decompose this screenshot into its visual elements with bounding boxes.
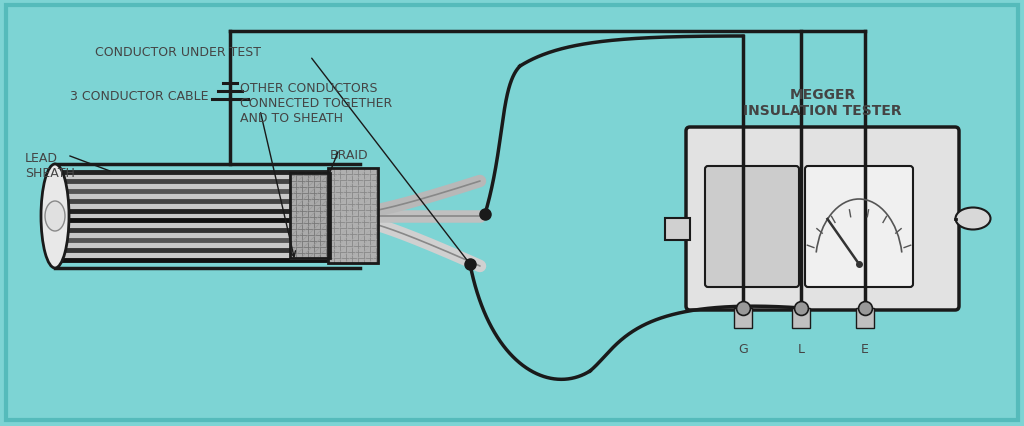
- Bar: [793, 308, 810, 328]
- Ellipse shape: [41, 164, 69, 268]
- Text: G: G: [738, 342, 748, 355]
- Text: 3 CONDUCTOR CABLE: 3 CONDUCTOR CABLE: [70, 90, 209, 103]
- Bar: [55, 173, 360, 260]
- Text: MEGGER
INSULATION TESTER: MEGGER INSULATION TESTER: [743, 88, 902, 118]
- Text: LEAD
SHEATH: LEAD SHEATH: [25, 152, 75, 180]
- Text: L: L: [798, 342, 805, 355]
- Ellipse shape: [45, 201, 65, 231]
- Bar: [665, 218, 690, 240]
- FancyBboxPatch shape: [805, 167, 913, 287]
- Ellipse shape: [955, 208, 990, 230]
- Text: BRAID: BRAID: [330, 149, 369, 161]
- Bar: [328, 169, 378, 263]
- FancyBboxPatch shape: [686, 128, 959, 310]
- Bar: [290, 173, 330, 259]
- Bar: [856, 308, 873, 328]
- Bar: [328, 169, 378, 263]
- Bar: [290, 173, 330, 259]
- Text: E: E: [861, 342, 868, 355]
- Text: CONDUCTOR UNDER TEST: CONDUCTOR UNDER TEST: [95, 46, 261, 58]
- Text: OTHER CONDUCTORS
CONNECTED TOGETHER
AND TO SHEATH: OTHER CONDUCTORS CONNECTED TOGETHER AND …: [240, 82, 392, 125]
- Bar: [734, 308, 752, 328]
- FancyBboxPatch shape: [705, 167, 799, 287]
